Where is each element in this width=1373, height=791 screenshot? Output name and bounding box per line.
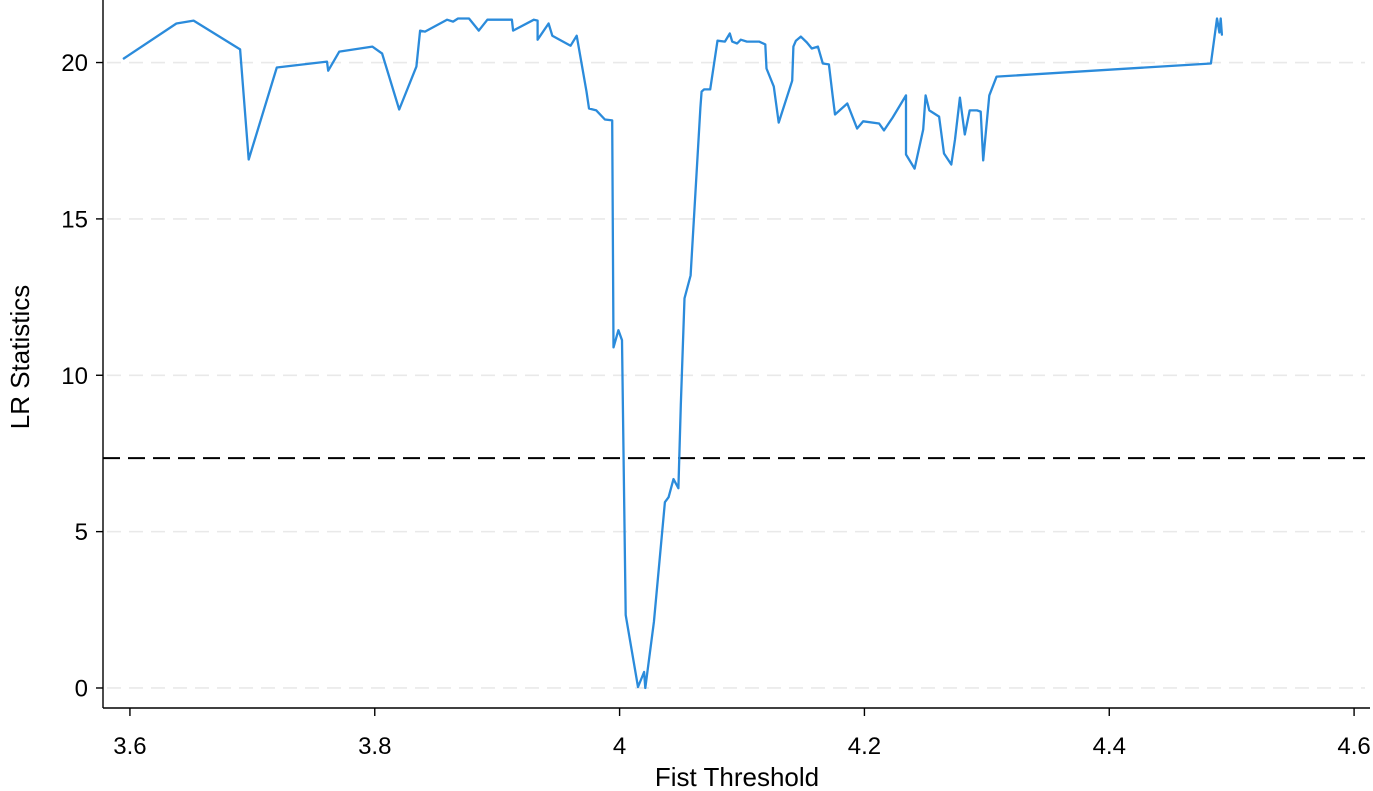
x-tick-label: 3.8: [358, 733, 391, 760]
y-tick-label: 10: [61, 363, 88, 390]
y-axis-ticks: 0 5 10 15 20: [61, 50, 103, 702]
x-tick-label: 4.2: [848, 733, 881, 760]
x-axis-ticks: 3.6 3.8 4 4.2 4.4 4.6: [113, 708, 1371, 760]
x-tick-label: 4.6: [1337, 733, 1370, 760]
series-line: [122, 17, 1224, 690]
y-tick-label: 5: [75, 519, 88, 546]
series-group: [122, 17, 1224, 690]
x-axis-title: Fist Threshold: [655, 762, 819, 791]
x-tick-label: 4.4: [1093, 733, 1126, 760]
y-axis-title: LR Statistics: [5, 285, 35, 430]
y-tick-label: 0: [75, 675, 88, 702]
y-tick-label: 20: [61, 50, 88, 77]
y-tick-label: 15: [61, 206, 88, 233]
gridlines: [107, 61, 1365, 689]
x-tick-label: 4: [613, 733, 626, 760]
x-tick-label: 3.6: [113, 733, 146, 760]
